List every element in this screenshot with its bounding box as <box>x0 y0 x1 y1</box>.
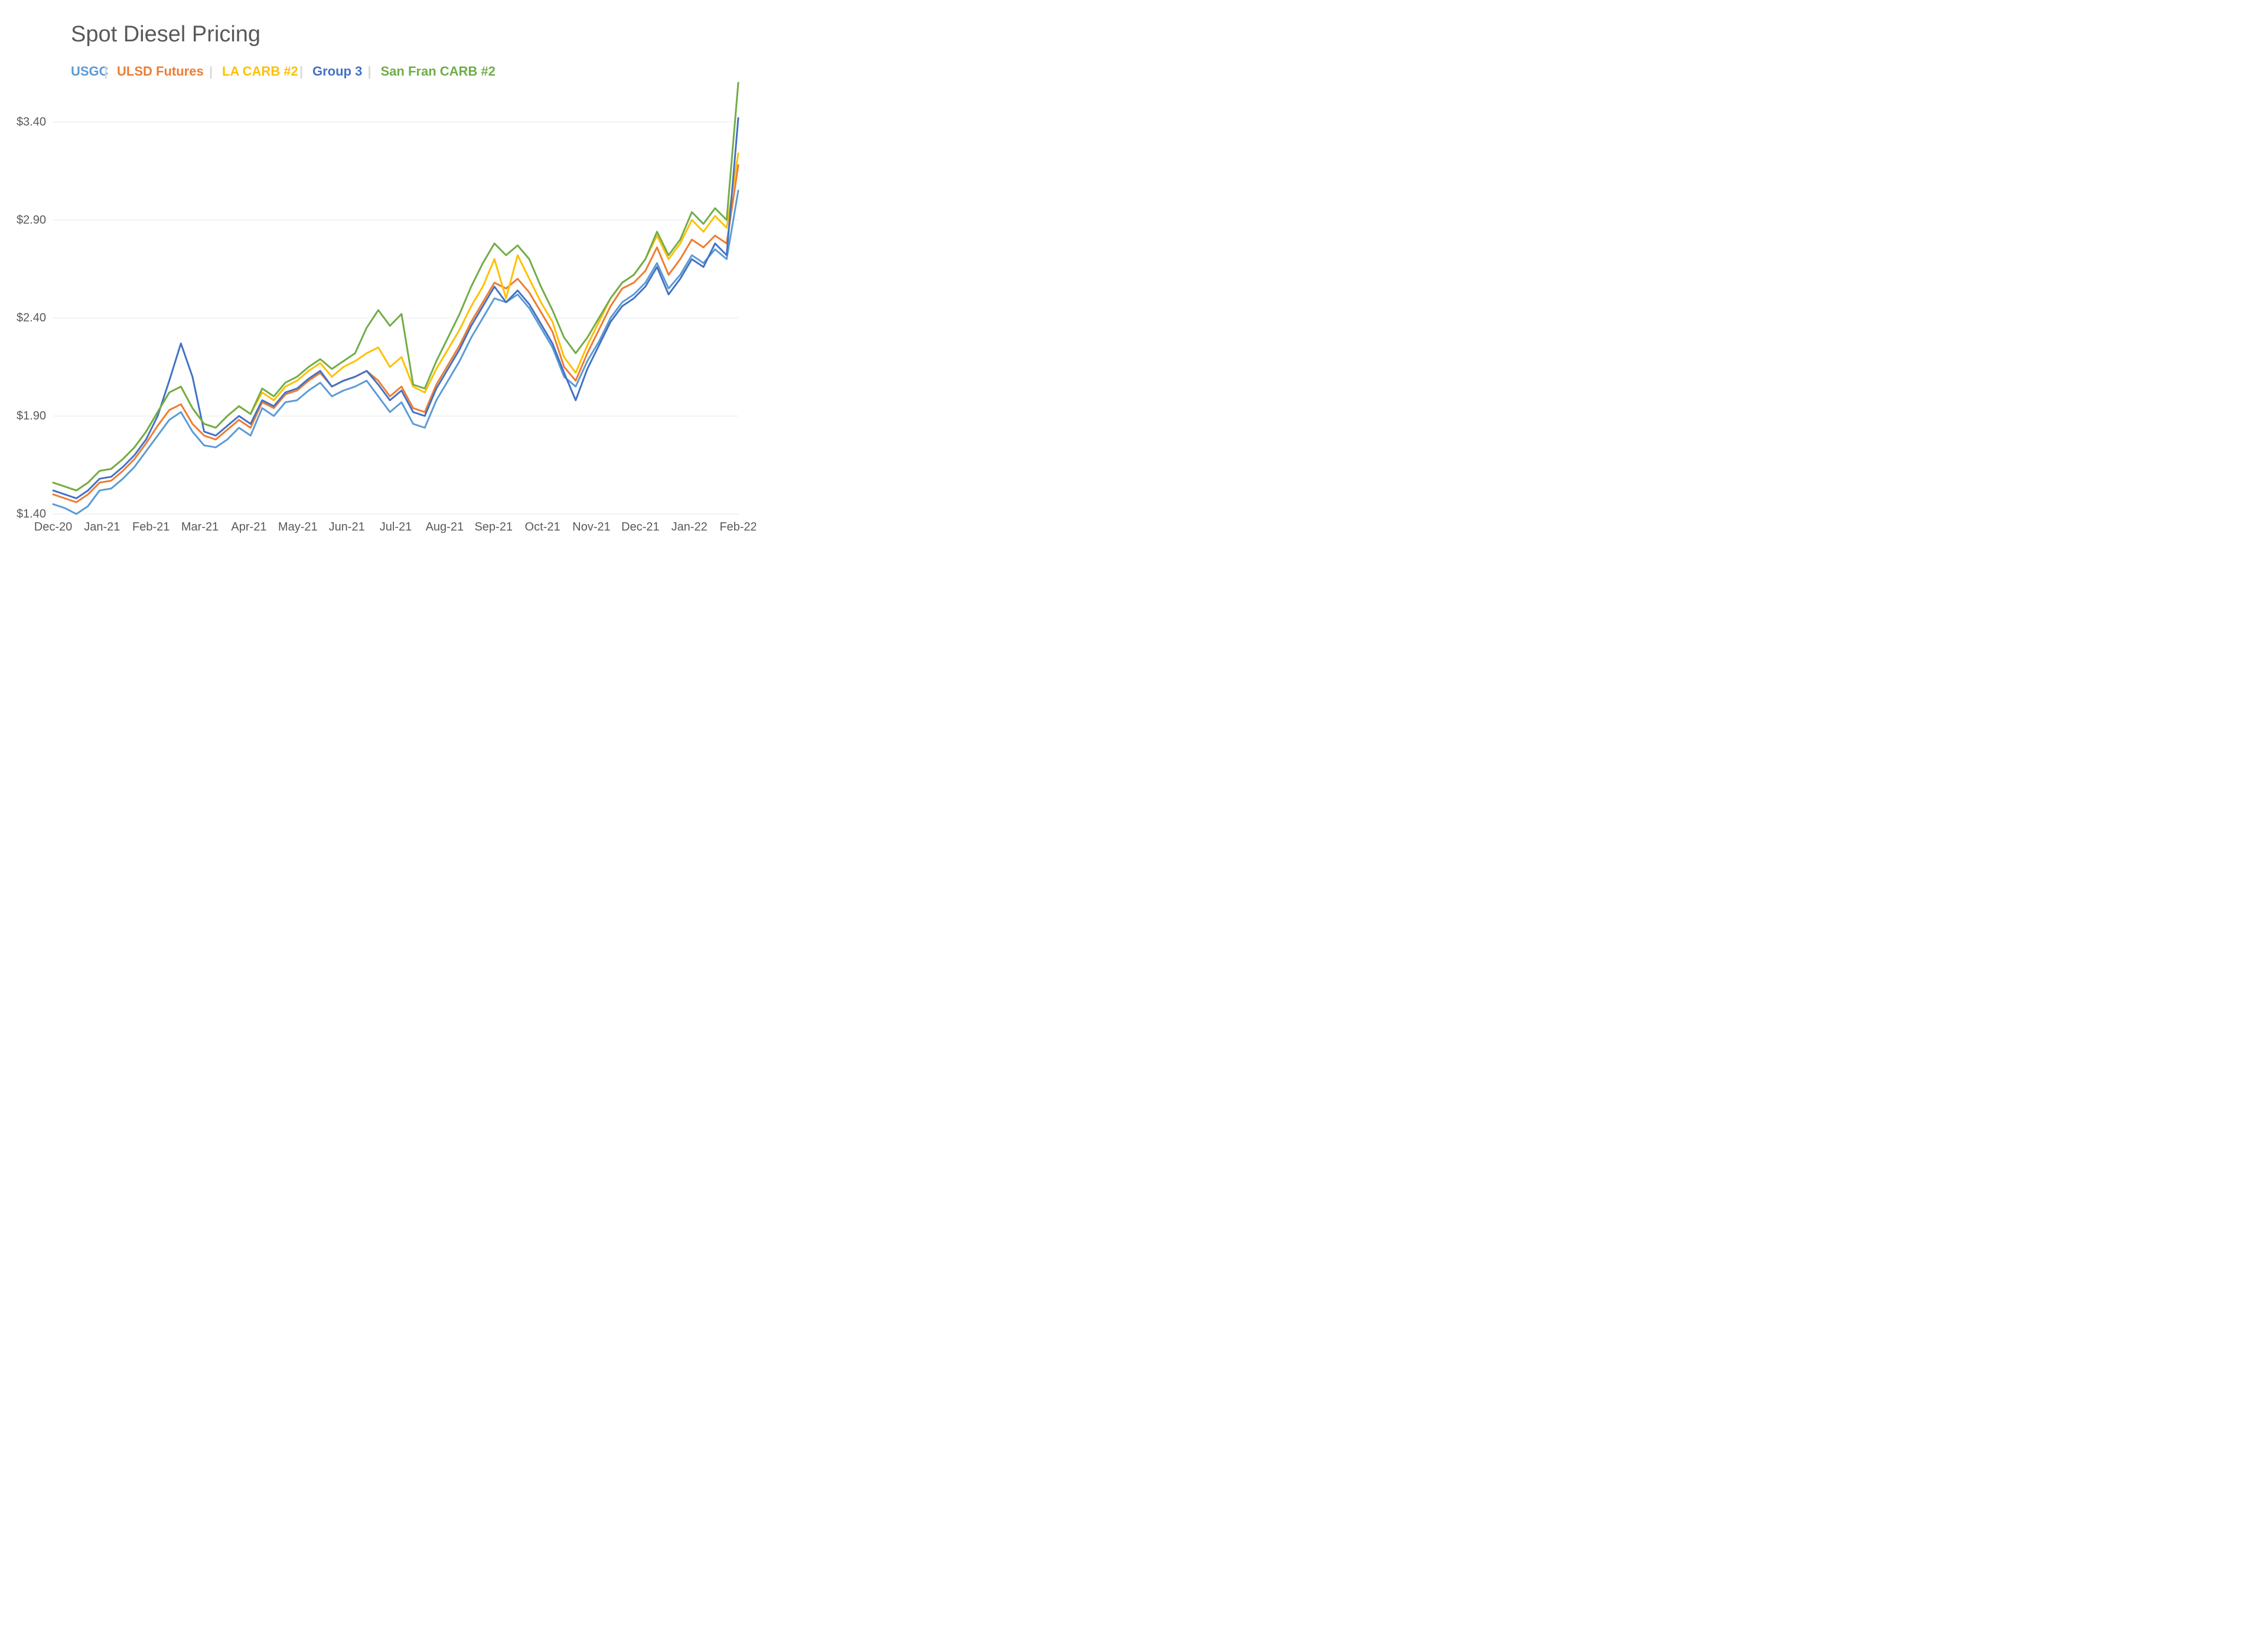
x-tick-label: Dec-21 <box>621 520 659 533</box>
x-tick-label: Sep-21 <box>474 520 513 533</box>
legend-item: San Fran CARB #2 <box>381 64 496 79</box>
y-tick-label: $1.40 <box>17 507 46 520</box>
legend-separator: | <box>104 64 107 79</box>
x-tick-label: Apr-21 <box>231 520 266 533</box>
line-chart: $1.40 $1.90 $2.40 $2.90 $3.40 Dec-20 Jan-21 Feb… <box>0 0 756 548</box>
x-tick-label: Dec-20 <box>34 520 72 533</box>
x-tick-label: Jul-21 <box>380 520 412 533</box>
legend-item: USGC <box>71 64 109 79</box>
chart-title: Spot Diesel Pricing <box>71 22 260 47</box>
y-tick-label: $3.40 <box>17 115 46 128</box>
legend-item: Group 3 <box>312 64 362 79</box>
x-tick-label: Jan-22 <box>672 520 708 533</box>
x-tick-label: Mar-21 <box>181 520 219 533</box>
legend-item: LA CARB #2 <box>222 64 298 79</box>
legend-item: ULSD Futures <box>117 64 204 79</box>
chart-container: $1.40 $1.90 $2.40 $2.90 $3.40 Dec-20 Jan-21 Feb… <box>0 0 756 548</box>
legend-separator: | <box>299 64 303 79</box>
x-tick-label: Feb-22 <box>719 520 756 533</box>
x-tick-label: Aug-21 <box>426 520 464 533</box>
y-tick-label: $2.90 <box>17 213 46 226</box>
x-tick-label: Jan-21 <box>84 520 120 533</box>
legend-separator: | <box>209 64 213 79</box>
x-tick-label: Feb-21 <box>132 520 170 533</box>
y-tick-label: $1.90 <box>17 409 46 422</box>
y-tick-label: $2.40 <box>17 311 46 324</box>
x-tick-label: May-21 <box>278 520 318 533</box>
x-tick-label: Nov-21 <box>572 520 610 533</box>
x-tick-label: Jun-21 <box>329 520 365 533</box>
x-tick-label: Oct-21 <box>525 520 561 533</box>
legend-separator: | <box>368 64 372 79</box>
